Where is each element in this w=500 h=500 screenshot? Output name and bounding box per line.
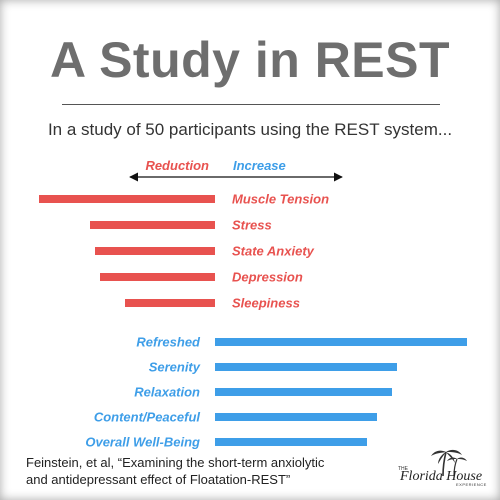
citation-line-2: and antidepressant effect of Floatation-…: [26, 472, 291, 487]
bar-stress: [90, 221, 215, 229]
label-refreshed: Refreshed: [136, 335, 201, 350]
label-sleepiness: Sleepiness: [232, 296, 300, 311]
bar-overall-well-being: [215, 438, 367, 446]
increase-series: Refreshed Serenity Relaxation Content/Peace…: [85, 335, 467, 450]
page-subtitle: In a study of 50 participants using the …: [47, 120, 453, 139]
title-divider: [62, 104, 440, 105]
logo-small-bottom: EXPERIENCE: [456, 482, 487, 487]
label-serenity: Serenity: [149, 360, 201, 375]
citation: Feinstein, et al, “Examining the short-t…: [26, 454, 366, 488]
bar-sleepiness: [125, 299, 215, 307]
logo-small-top: THE: [398, 466, 409, 472]
logo-script-text: Florida House: [399, 469, 482, 484]
bar-content-peaceful: [215, 413, 377, 421]
bar-relaxation: [215, 388, 392, 396]
label-overall-well-being: Overall Well-Being: [85, 435, 200, 450]
legend-reduction-label: Reduction: [145, 158, 209, 173]
label-stress: Stress: [232, 218, 272, 233]
florida-house-logo: THE Florida House EXPERIENCE: [398, 449, 487, 487]
bar-state-anxiety: [95, 247, 215, 255]
bar-depression: [100, 273, 215, 281]
bar-refreshed: [215, 338, 467, 346]
legend-increase-label: Increase: [233, 158, 286, 173]
bar-serenity: [215, 363, 397, 371]
palm-tree-icon: [431, 449, 467, 477]
page-title: A Study in REST: [49, 32, 451, 88]
label-muscle-tension: Muscle Tension: [232, 192, 329, 207]
bar-muscle-tension: [39, 195, 215, 203]
label-relaxation: Relaxation: [134, 385, 200, 400]
label-depression: Depression: [232, 270, 303, 285]
label-content-peaceful: Content/Peaceful: [94, 410, 201, 425]
label-state-anxiety: State Anxiety: [232, 244, 315, 259]
reduction-series: Muscle Tension Stress State Anxiety Depress…: [39, 192, 329, 311]
citation-line-1: Feinstein, et al, “Examining the short-t…: [26, 455, 325, 470]
